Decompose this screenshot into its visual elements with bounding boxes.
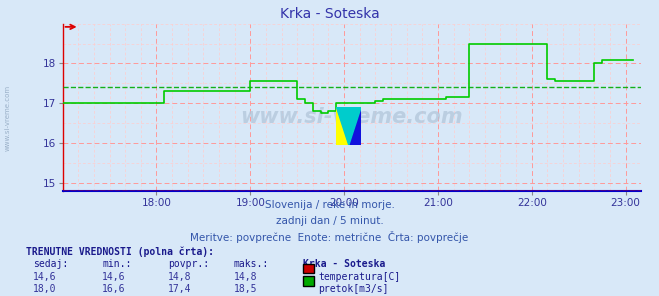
Text: www.si-vreme.com: www.si-vreme.com	[5, 85, 11, 152]
Text: Meritve: povprečne  Enote: metrične  Črta: povprečje: Meritve: povprečne Enote: metrične Črta:…	[190, 231, 469, 244]
Polygon shape	[336, 107, 361, 145]
Text: temperatura[C]: temperatura[C]	[318, 272, 401, 282]
Text: povpr.:: povpr.:	[168, 259, 209, 269]
Polygon shape	[349, 107, 361, 145]
Text: zadnji dan / 5 minut.: zadnji dan / 5 minut.	[275, 216, 384, 226]
Text: 18,5: 18,5	[234, 284, 258, 294]
Text: 18,0: 18,0	[33, 284, 57, 294]
Text: Krka - Soteska: Krka - Soteska	[303, 259, 386, 269]
Text: 14,6: 14,6	[33, 272, 57, 282]
Text: Slovenija / reke in morje.: Slovenija / reke in morje.	[264, 200, 395, 210]
Text: sedaj:: sedaj:	[33, 259, 68, 269]
Text: TRENUTNE VREDNOSTI (polna črta):: TRENUTNE VREDNOSTI (polna črta):	[26, 246, 214, 257]
Polygon shape	[336, 107, 349, 145]
Text: 16,6: 16,6	[102, 284, 126, 294]
Text: 14,8: 14,8	[168, 272, 192, 282]
Text: pretok[m3/s]: pretok[m3/s]	[318, 284, 389, 294]
Text: min.:: min.:	[102, 259, 132, 269]
Text: 14,8: 14,8	[234, 272, 258, 282]
Text: www.si-vreme.com: www.si-vreme.com	[241, 107, 463, 127]
Text: 14,6: 14,6	[102, 272, 126, 282]
Text: 17,4: 17,4	[168, 284, 192, 294]
Text: Krka - Soteska: Krka - Soteska	[279, 7, 380, 21]
Text: maks.:: maks.:	[234, 259, 269, 269]
